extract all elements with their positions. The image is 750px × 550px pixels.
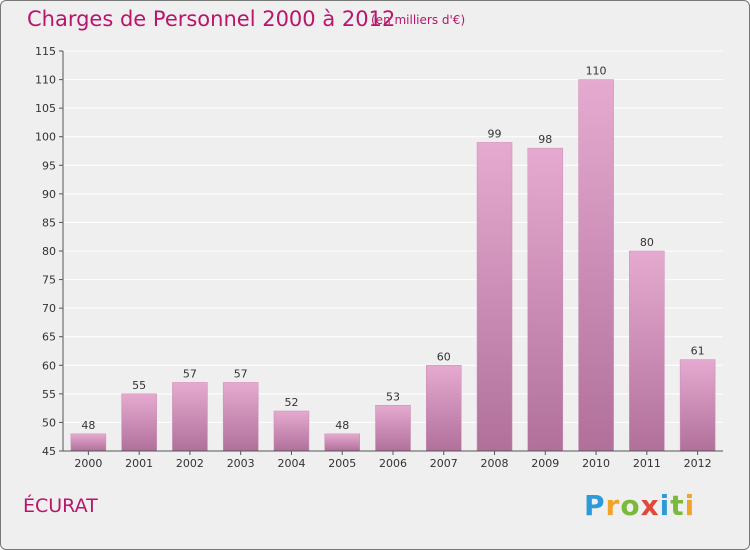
commune-name: ÉCURAT	[23, 495, 98, 517]
y-tick-label: 75	[42, 274, 56, 287]
data-label: 52	[284, 396, 298, 409]
y-tick-label: 50	[42, 416, 56, 429]
y-tick-label: 80	[42, 245, 56, 258]
logo-letter: r	[605, 489, 621, 522]
bars	[70, 79, 716, 452]
data-label: 99	[488, 127, 502, 140]
proxiti-logo[interactable]: Proxiti	[584, 489, 695, 522]
data-label: 53	[386, 390, 400, 403]
y-tick-label: 65	[42, 331, 56, 344]
bar	[375, 405, 411, 452]
y-tick-label: 85	[42, 216, 56, 229]
labels: 45 50 55 60 65 70 75 80 85 90 95 100 105 110 115 48 2000…	[35, 45, 712, 470]
bar	[70, 433, 107, 452]
logo-letter: t	[670, 489, 685, 522]
data-label: 80	[640, 236, 654, 249]
y-tick-label: 95	[42, 159, 56, 172]
data-label: 98	[538, 133, 552, 146]
data-label: 61	[691, 345, 705, 358]
x-tick-label: 2005	[328, 457, 356, 470]
data-label: 57	[183, 367, 197, 380]
chart-subtitle: (en milliers d'€)	[371, 13, 466, 27]
bar	[527, 147, 564, 452]
logo-letter: i	[659, 489, 671, 522]
y-tick-label: 115	[35, 45, 56, 58]
logo-letter: i	[684, 489, 696, 522]
bar	[121, 393, 157, 452]
logo-letter: o	[620, 489, 641, 522]
logo-letter: x	[640, 489, 660, 522]
y-tick-label: 70	[42, 302, 56, 315]
data-label: 48	[335, 419, 349, 432]
y-tick-label: 55	[42, 388, 56, 401]
bar	[324, 433, 360, 452]
logo-letter: P	[584, 489, 606, 522]
x-tick-label: 2009	[531, 457, 559, 470]
x-tick-label: 2001	[125, 457, 153, 470]
bar	[172, 382, 208, 452]
y-tick-label: 105	[35, 102, 56, 115]
x-tick-label: 2004	[277, 457, 305, 470]
bar	[476, 142, 513, 452]
x-tick-label: 2011	[633, 457, 661, 470]
data-label: 60	[437, 350, 451, 363]
x-tick-label: 2006	[379, 457, 407, 470]
chart-title: Charges de Personnel 2000 à 2012	[27, 7, 396, 31]
x-tick-label: 2003	[227, 457, 255, 470]
data-label: 48	[81, 419, 95, 432]
data-label: 57	[234, 367, 248, 380]
bar	[273, 410, 310, 452]
y-tick-label: 60	[42, 359, 56, 372]
y-tick-label: 100	[35, 131, 56, 144]
x-tick-label: 2008	[481, 457, 509, 470]
x-tick-label: 2000	[74, 457, 102, 470]
y-tick-label: 110	[35, 74, 56, 87]
x-tick-label: 2010	[582, 457, 610, 470]
bar	[426, 365, 462, 452]
y-tick-label: 90	[42, 188, 56, 201]
data-label: 110	[586, 65, 607, 78]
data-label: 55	[132, 379, 146, 392]
bar	[629, 250, 665, 452]
axes	[59, 50, 723, 455]
x-tick-label: 2002	[176, 457, 204, 470]
bar	[578, 79, 614, 452]
bar	[679, 359, 716, 452]
y-tick-label: 45	[42, 445, 56, 458]
x-tick-label: 2007	[430, 457, 458, 470]
bar	[222, 382, 259, 452]
x-tick-label: 2012	[684, 457, 712, 470]
